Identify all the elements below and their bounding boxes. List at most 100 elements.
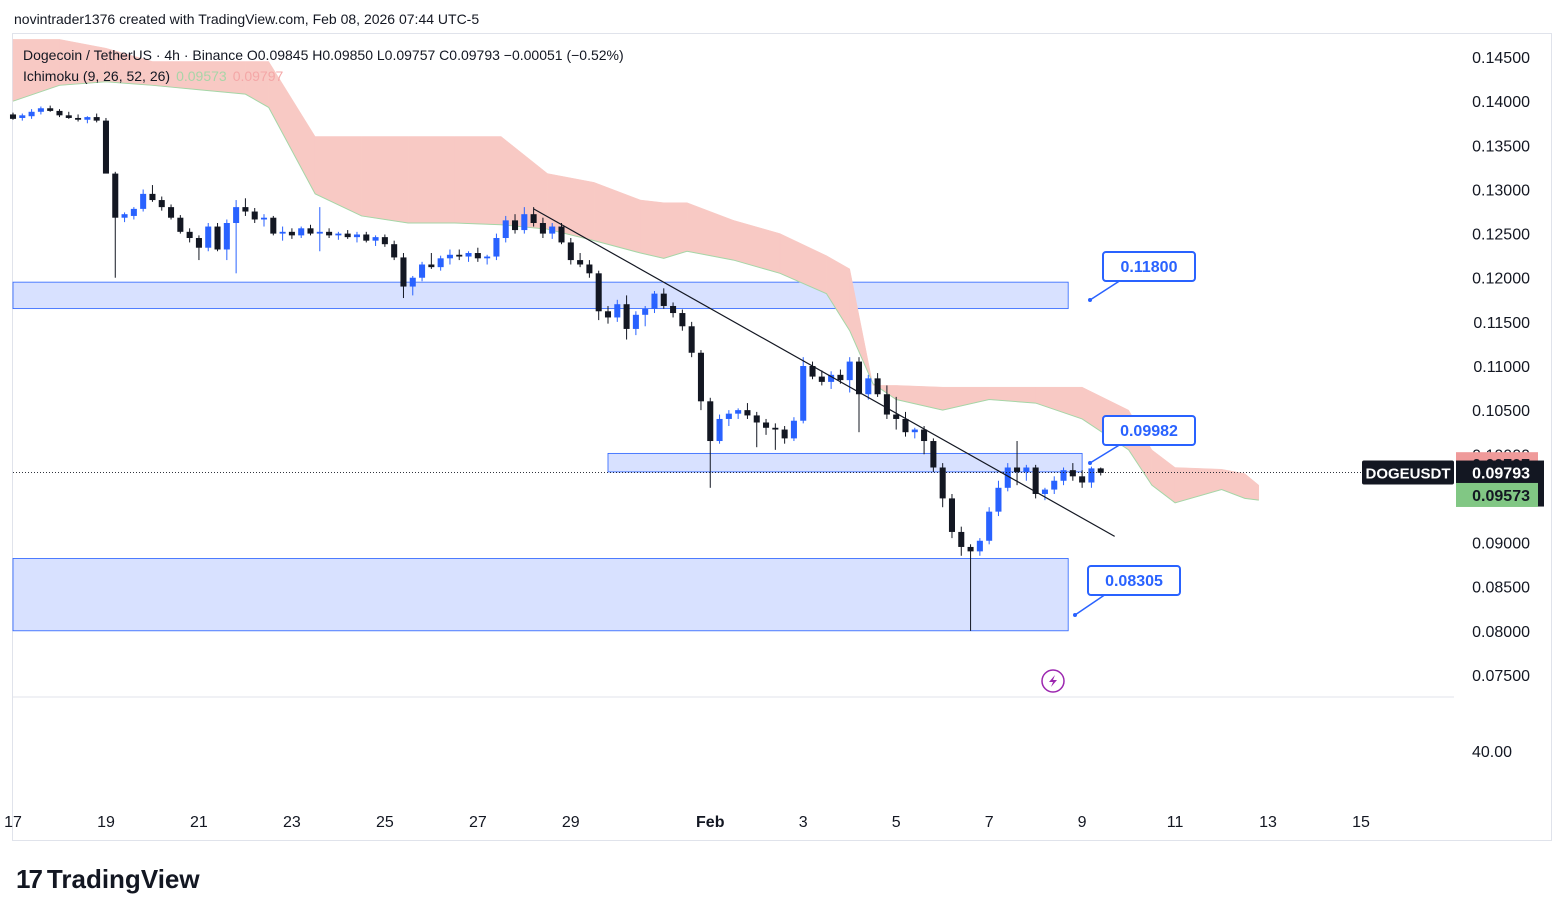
candle-body <box>149 193 156 201</box>
x-tick-label: 29 <box>562 814 580 831</box>
candle-body <box>130 208 137 216</box>
candle-up <box>121 212 128 223</box>
candle-body <box>632 314 639 329</box>
y-tick-label: 0.13500 <box>1472 138 1530 155</box>
candle-body <box>56 110 63 116</box>
candle-body <box>521 214 528 231</box>
x-tick-label: 7 <box>985 814 994 831</box>
tradingview-brand[interactable]: 17 TradingView <box>16 864 200 895</box>
y-tick-label: 0.12500 <box>1472 227 1530 244</box>
price-callout-2[interactable]: 0.09982 <box>1088 415 1196 465</box>
candle-up <box>976 538 983 556</box>
cloud-segment <box>895 385 943 411</box>
candle-body <box>586 264 593 274</box>
candle-down <box>363 231 370 243</box>
candle-up <box>335 231 342 240</box>
cloud-segment <box>640 199 665 259</box>
candle-down <box>270 215 277 236</box>
candle-body <box>205 226 212 248</box>
candle-body <box>1023 467 1030 472</box>
candle-up <box>1004 463 1011 492</box>
tag-text: 0.09573 <box>1472 488 1530 505</box>
candle-body <box>986 511 993 541</box>
chart-frame <box>12 33 1552 841</box>
close-value: C0.09793 <box>439 47 500 63</box>
candle-down <box>921 426 928 455</box>
candle-down <box>288 228 295 239</box>
candle-down <box>688 321 695 358</box>
candle-up <box>1023 464 1030 481</box>
y-tick-label: 0.09000 <box>1472 536 1530 553</box>
candle-body <box>186 231 193 239</box>
x-tick-label: 3 <box>799 814 808 831</box>
change-value: −0.00051 (−0.52%) <box>503 47 624 63</box>
symbol-legend-line[interactable]: Dogecoin / TetherUS · 4h · Binance O0.09… <box>23 45 624 66</box>
candle-down <box>93 113 100 123</box>
candle-up <box>446 249 453 265</box>
candle-body <box>939 467 946 499</box>
candle-down <box>967 544 974 631</box>
candle-body <box>921 429 928 442</box>
candle-body <box>967 546 974 552</box>
candle-body <box>642 308 649 315</box>
candle-down <box>75 114 82 122</box>
candle-up <box>642 305 649 327</box>
candle-body <box>19 115 26 118</box>
candle-body <box>604 311 612 318</box>
candle-body <box>846 361 853 381</box>
cloud-segment <box>314 136 362 217</box>
candle-up <box>651 290 658 314</box>
candle-body <box>428 264 435 268</box>
price-callout-3[interactable]: 0.08305 <box>1073 565 1181 617</box>
cloud-segment <box>407 136 455 224</box>
candle-down <box>744 403 751 419</box>
candle-body <box>195 238 202 248</box>
candle-down <box>818 370 825 386</box>
brand-name: TradingView <box>46 864 200 894</box>
callout-pointer <box>1089 279 1124 301</box>
candle-up <box>205 223 212 252</box>
candle-body <box>809 366 816 377</box>
candle-body <box>456 254 463 257</box>
x-tick-label: 5 <box>892 814 901 831</box>
candle-body <box>344 233 351 238</box>
chart-credit: novintrader1376 created with TradingView… <box>14 11 480 27</box>
low-value: L0.09757 <box>376 47 436 63</box>
candle-down <box>1032 464 1039 499</box>
candle-down <box>168 204 175 220</box>
zone-rect-1 <box>12 281 1069 310</box>
candle-down <box>604 305 612 324</box>
zone-rect-2 <box>607 452 1083 473</box>
callout-label: 0.11800 <box>1121 259 1178 276</box>
candle-body <box>353 234 361 238</box>
candle-up <box>1060 467 1067 486</box>
candle-down <box>855 357 863 433</box>
candle-up <box>484 254 491 265</box>
candle-up <box>37 106 44 115</box>
candle-down <box>1079 470 1086 488</box>
candle-down <box>809 361 816 380</box>
candle-up <box>725 410 732 427</box>
candle-body <box>1032 467 1039 494</box>
candle-body <box>288 231 295 236</box>
y-tick-label: 0.14500 <box>1472 50 1530 67</box>
indicator-legend-line[interactable]: Ichimoku (9, 26, 52, 26) 0.09573 0.09797 <box>23 66 624 87</box>
candle-down <box>595 270 602 321</box>
candle-up <box>716 414 723 444</box>
price-callout-1[interactable]: 0.11800 <box>1088 251 1196 302</box>
x-tick-label: 23 <box>283 814 301 831</box>
candle-body <box>260 217 268 220</box>
lightning-icon[interactable] <box>1041 669 1065 693</box>
candle-body <box>1051 480 1058 490</box>
candle-down <box>539 217 546 239</box>
candle-down <box>660 288 667 309</box>
candle-down <box>186 228 193 243</box>
candle-up <box>223 219 230 261</box>
candle-body <box>855 361 863 395</box>
candle-down <box>344 230 351 239</box>
candle-down <box>623 295 630 340</box>
candle-body <box>883 394 890 415</box>
candle-down <box>214 223 221 252</box>
x-tick-label: 15 <box>1352 814 1370 831</box>
